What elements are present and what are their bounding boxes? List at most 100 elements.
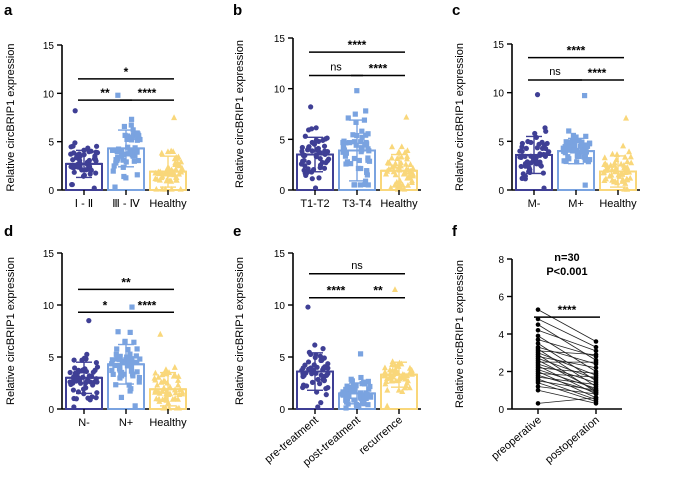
data-point xyxy=(305,304,311,310)
data-point xyxy=(382,380,389,387)
data-point xyxy=(131,339,137,345)
data-point xyxy=(308,104,314,110)
data-point xyxy=(519,175,525,182)
postoperation-point xyxy=(593,365,599,371)
data-point xyxy=(389,163,396,170)
data-point xyxy=(325,385,331,391)
data-point xyxy=(71,357,77,363)
data-point xyxy=(388,361,395,368)
panel-letter-f: f xyxy=(452,223,458,240)
postoperation-point xyxy=(593,359,599,365)
data-point xyxy=(343,150,350,156)
p-value-label: P<0.001 xyxy=(546,266,587,278)
data-point xyxy=(353,383,359,389)
data-point xyxy=(175,381,182,388)
data-point xyxy=(69,181,75,188)
y-tick-label: 4 xyxy=(498,330,504,341)
data-point xyxy=(158,149,165,156)
preoperative-point xyxy=(535,307,541,312)
pair-line xyxy=(537,348,597,387)
data-point xyxy=(345,115,351,121)
data-point xyxy=(134,359,140,365)
y-tick-label: 0 xyxy=(279,186,285,197)
data-point xyxy=(159,371,166,378)
data-point xyxy=(155,373,162,380)
data-point xyxy=(359,146,365,152)
data-point xyxy=(176,391,183,397)
data-point xyxy=(352,111,358,117)
data-point xyxy=(116,356,122,362)
y-tick-label: 10 xyxy=(43,89,55,100)
data-point xyxy=(353,402,359,408)
data-point xyxy=(70,387,77,393)
data-point xyxy=(130,373,136,379)
data-point xyxy=(112,362,118,369)
data-point xyxy=(86,318,92,324)
x-tick-label: M+ xyxy=(568,198,584,210)
data-point xyxy=(72,108,78,114)
data-point xyxy=(135,157,141,164)
data-point xyxy=(403,155,410,162)
data-point xyxy=(125,144,131,150)
data-point xyxy=(387,184,394,191)
data-point xyxy=(321,377,327,383)
data-point xyxy=(399,388,406,395)
data-point xyxy=(72,365,78,371)
data-point xyxy=(351,139,358,145)
data-point xyxy=(386,366,393,373)
data-point xyxy=(68,151,74,157)
data-point xyxy=(124,136,130,142)
y-tick-label: 15 xyxy=(43,249,55,260)
data-point xyxy=(128,134,135,140)
data-point xyxy=(606,172,613,179)
postoperation-point xyxy=(593,382,599,387)
data-point xyxy=(343,405,349,411)
data-point xyxy=(388,154,395,161)
data-point xyxy=(566,142,573,148)
x-tick-label: N+ xyxy=(119,417,133,429)
data-point xyxy=(621,163,628,170)
data-point xyxy=(154,175,161,182)
data-point xyxy=(353,142,359,148)
data-point xyxy=(532,130,538,137)
y-axis-label: Relative circBRIP1 expression xyxy=(234,257,246,405)
preoperative-point xyxy=(535,380,541,386)
data-point xyxy=(136,374,142,381)
data-point xyxy=(583,142,589,148)
data-point xyxy=(159,185,166,192)
data-point xyxy=(117,362,123,368)
data-point xyxy=(109,367,115,374)
data-point xyxy=(118,371,124,377)
pair-line xyxy=(537,369,597,389)
data-point xyxy=(622,180,629,186)
data-point xyxy=(585,159,591,165)
data-point xyxy=(121,123,128,130)
data-point xyxy=(536,141,542,147)
data-point xyxy=(175,153,182,160)
data-point xyxy=(113,382,119,388)
data-point xyxy=(560,145,566,151)
data-point xyxy=(576,137,582,144)
data-point xyxy=(343,386,349,392)
data-point xyxy=(177,185,184,192)
data-point xyxy=(318,357,324,364)
data-point xyxy=(114,346,120,352)
data-point xyxy=(528,139,534,146)
x-tick-label: Healthy xyxy=(380,198,418,210)
x-tick-label: recurrence xyxy=(357,414,405,457)
data-point xyxy=(80,367,86,373)
y-tick-label: 15 xyxy=(493,40,505,51)
data-point xyxy=(88,148,94,154)
panel-letter-d: d xyxy=(4,223,13,240)
data-point xyxy=(170,148,177,154)
x-tick-label: postoperation xyxy=(543,414,602,466)
data-point xyxy=(91,185,97,191)
significance-label: **** xyxy=(348,38,367,52)
data-point xyxy=(115,329,121,335)
data-point xyxy=(607,162,614,168)
data-point xyxy=(132,153,138,159)
data-point xyxy=(79,357,85,363)
y-tick-label: 5 xyxy=(48,353,54,364)
data-point xyxy=(316,175,322,181)
data-point xyxy=(125,346,131,353)
